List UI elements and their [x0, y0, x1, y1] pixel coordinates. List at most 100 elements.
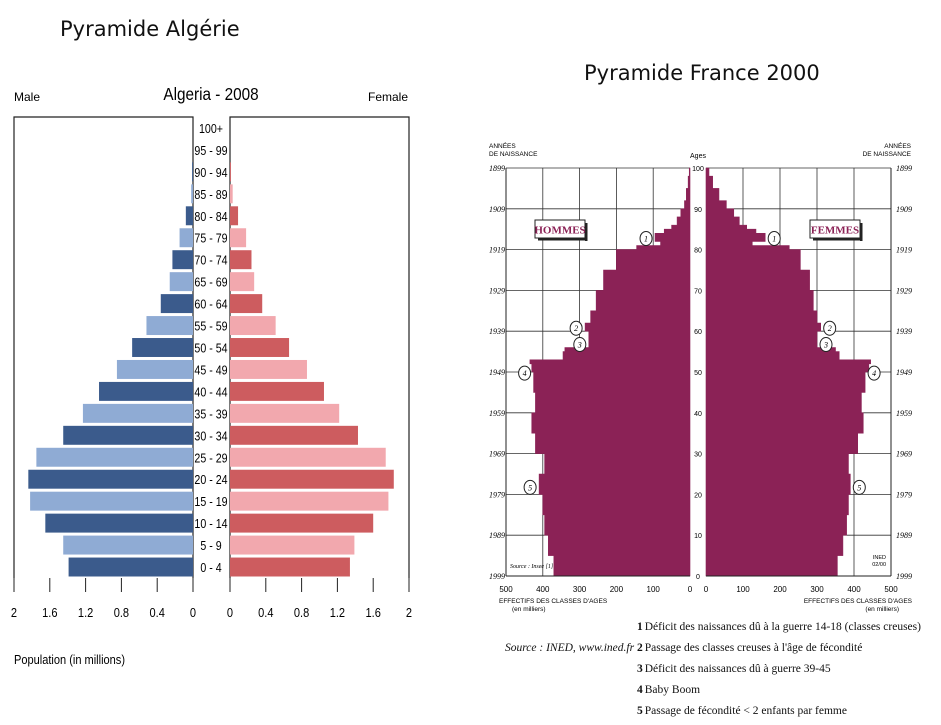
birth-year-tick-right: 1969 — [896, 450, 912, 459]
femmes-label-shadow — [813, 238, 863, 241]
age-group-label: 50 - 54 — [194, 340, 228, 355]
age-tick-label: 0 — [696, 574, 700, 581]
birth-year-header-left: ANNÉES — [489, 141, 516, 150]
legend-text: Passage des classes creuses à l'âge de f… — [644, 642, 863, 654]
legend-item: 4 Baby Boom — [637, 684, 700, 696]
x-tick-label-left: 400 — [536, 585, 550, 594]
birth-year-tick-left: 1909 — [489, 205, 505, 214]
female-label: Female — [368, 90, 408, 104]
male-bar — [45, 513, 194, 533]
hommes-label: HOMMES — [534, 225, 585, 237]
female-bar — [230, 206, 239, 226]
age-group-label: 45 - 49 — [194, 362, 228, 377]
birth-year-tick-right: 1899 — [896, 164, 912, 173]
birth-year-tick-left: 1939 — [489, 327, 505, 336]
legend-text: Déficit des naissances dû à guerre 39-45 — [644, 663, 831, 675]
female-bar — [230, 338, 290, 357]
male-bar — [192, 162, 193, 182]
legend-text: Baby Boom — [644, 684, 701, 696]
legend-item: 5 Passage de fécondité < 2 enfants par fe… — [637, 705, 847, 717]
age-tick-label: 50 — [694, 370, 702, 377]
male-bar — [30, 491, 193, 511]
female-bar — [230, 557, 350, 577]
legend-text: Déficit des naissances dû à la guerre 14… — [644, 621, 921, 633]
age-group-label: 75 - 79 — [194, 231, 228, 246]
age-group-label: 100+ — [199, 121, 223, 136]
age-tick-label: 20 — [694, 492, 702, 499]
male-bar — [172, 250, 193, 270]
age-group-label: 0 - 4 — [200, 560, 222, 575]
marker-circle — [852, 479, 866, 495]
marker-circle — [518, 365, 532, 381]
birth-year-tick-right: 1989 — [896, 531, 912, 540]
birth-year-tick-left: 1989 — [489, 531, 505, 540]
birth-year-tick-right: 1939 — [896, 327, 912, 336]
x-tick-label-right: 300 — [810, 585, 824, 594]
male-label: Male — [14, 90, 40, 104]
female-bar — [230, 425, 358, 445]
female-bar — [230, 491, 389, 511]
marker-number: 5 — [528, 483, 532, 492]
age-group-label: 95 - 99 — [194, 143, 228, 158]
female-bar — [230, 381, 324, 401]
male-bar — [28, 469, 193, 489]
male-bar — [99, 381, 193, 401]
age-group-label: 55 - 59 — [194, 319, 228, 334]
age-group-label: 30 - 34 — [194, 428, 228, 443]
inside-note-right: 02/00 — [872, 562, 886, 568]
female-bar — [230, 294, 263, 314]
female-bar — [230, 162, 231, 182]
birth-year-tick-left: 1899 — [489, 164, 505, 173]
x-tick-label: 0.4 — [258, 605, 274, 620]
age-group-label: 90 - 94 — [194, 165, 228, 180]
legend-number: 5 — [637, 705, 643, 717]
birth-year-tick-right: 1959 — [896, 409, 912, 418]
x-tick-label: 0.4 — [150, 605, 166, 620]
algeria-heading: Pyramide Algérie — [60, 17, 240, 41]
marker-number: 4 — [872, 369, 876, 378]
birth-year-tick-right: 1929 — [896, 286, 912, 295]
male-bar — [132, 338, 193, 357]
x-tick-label: 0 — [227, 605, 233, 620]
female-bar — [230, 228, 247, 248]
marker-number: 3 — [577, 341, 582, 350]
hommes-label-shadow — [538, 238, 588, 241]
marker-number: 4 — [523, 369, 527, 378]
birth-year-header-right: ANNÉES — [884, 141, 911, 150]
x-tick-label-left: 300 — [573, 585, 587, 594]
age-tick-label: 70 — [694, 288, 702, 295]
female-bar — [230, 359, 307, 379]
age-tick-label: 30 — [694, 452, 702, 459]
femmes-label-shadow — [860, 223, 863, 241]
female-bar — [230, 316, 276, 336]
birth-year-tick-left: 1949 — [489, 368, 505, 377]
birth-year-tick-right: 1909 — [896, 205, 912, 214]
male-bar — [82, 403, 193, 423]
birth-year-tick-left: 1979 — [489, 490, 505, 499]
hommes-label-shadow — [585, 223, 588, 241]
marker-number: 5 — [857, 483, 861, 492]
age-group-label: 10 - 14 — [194, 516, 228, 531]
birth-year-tick-right: 1999 — [896, 572, 912, 581]
femmes-label: FEMMES — [811, 225, 859, 237]
male-bar — [185, 206, 193, 226]
marker-circle — [523, 479, 537, 495]
x-tick-label-right: 100 — [736, 585, 750, 594]
male-bar — [116, 359, 193, 379]
birth-year-tick-left: 1919 — [489, 246, 505, 255]
marker-number: 2 — [828, 324, 832, 333]
marker-circle — [867, 365, 881, 381]
femmes-area — [705, 167, 871, 577]
legend-item: 3 Déficit des naissances dû à guerre 39-4… — [637, 663, 831, 675]
age-group-label: 40 - 44 — [194, 384, 228, 399]
female-bar — [230, 272, 255, 292]
marker-circle — [639, 230, 653, 246]
x-axis-title-left: EFFECTIFS DES CLASSES D'AGES — [499, 598, 608, 605]
legend-text: Passage de fécondité < 2 enfants par fem… — [644, 705, 847, 717]
age-group-label: 20 - 24 — [194, 472, 228, 487]
x-tick-label: 1.6 — [42, 605, 58, 620]
legend-number: 3 — [637, 663, 643, 675]
birth-year-tick-right: 1979 — [896, 490, 912, 499]
age-axis-title: Ages — [690, 153, 706, 160]
